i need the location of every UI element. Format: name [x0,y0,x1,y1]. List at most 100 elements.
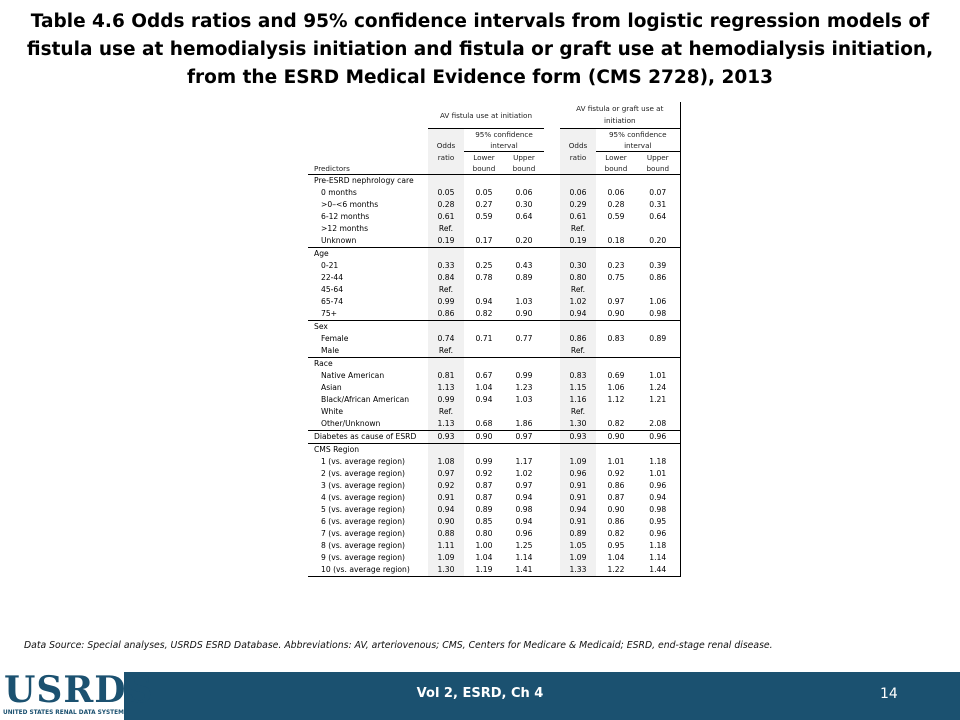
table-cell: 0.95 [607,541,625,550]
row-label: 1 (vs. average region) [321,457,405,466]
table-cell: 1.00 [475,541,493,550]
table-cell: 0.61 [560,211,596,223]
table-cell [504,174,544,187]
row-label: 22-44 [321,273,344,282]
table-cell: 0.80 [475,529,493,538]
table-cell: 0.06 [515,188,533,197]
table-cell: Ref. [428,345,464,358]
table-cell: 0.86 [636,272,681,284]
table-row: 10 (vs. average region) 1.30 1.19 1.41 1.33 1… [308,564,681,577]
row-label: 8 (vs. average region) [321,541,405,550]
table-cell: 1.04 [475,553,493,562]
table-row: White Ref. Ref. [308,406,681,418]
table-row: 6-12 months 0.61 0.59 0.64 0.61 0.59 0.64 [308,211,681,223]
page-title: Table 4.6 Odds ratios and 95% confidence… [26,11,934,88]
table-cell: 0.83 [607,334,625,343]
table-row: 6 (vs. average region) 0.90 0.85 0.94 0.91 0.… [308,516,681,528]
footer-bar [0,672,960,720]
table-cell [464,406,504,418]
usrds-logo-subtitle: UNITED STATES RENAL DATA SYSTEM [3,710,124,716]
row-label: 5 (vs. average region) [321,505,405,514]
table-cell: Ref. [560,345,596,358]
table-cell: 0.94 [515,517,533,526]
table-cell: 0.74 [428,333,464,345]
table-cell: 1.24 [636,382,681,394]
table-cell: 0.92 [607,469,625,478]
table-cell: 0.27 [475,200,493,209]
table-cell: 0.91 [560,516,596,528]
table-cell: 1.13 [428,382,464,394]
table-cell: 1.04 [607,553,625,562]
header-row-bounds2: Predictors bound bound bound bound [308,163,681,175]
table-cell [464,320,504,333]
footer-chapter-label: Vol 2, ESRD, Ch 4 [416,686,544,701]
table-cell: 0.96 [515,529,533,538]
table-cell: 0.90 [596,430,636,444]
table-cell: 0.82 [475,309,493,318]
table-cell: 1.09 [560,552,596,564]
table-row: Male Ref. Ref. [308,345,681,358]
table-cell: 0.64 [636,211,681,223]
table-cell: 0.86 [607,481,625,490]
table-cell: 1.22 [596,564,636,577]
odds-header-2: Odds [560,140,596,152]
table-cell: 0.84 [428,272,464,284]
table-cell: 0.07 [636,187,681,199]
row-label: 4 (vs. average region) [321,493,405,502]
row-label: 6 (vs. average region) [321,517,405,526]
table-cell [428,320,464,333]
row-label: 7 (vs. average region) [321,529,405,538]
table-cell [636,174,681,187]
row-label: Diabetes as cause of ESRD [308,430,428,444]
table-row: Sex [308,320,681,333]
table-cell [560,320,596,333]
ratio-header-2: ratio [560,151,596,163]
table-cell: 1.13 [428,418,464,431]
table-cell [636,247,681,260]
table-cell: 1.18 [636,456,681,468]
table-cell: 0.88 [428,528,464,540]
table-cell [504,357,544,370]
table-row: Native American 0.81 0.67 0.99 0.83 0.69 1.01 [308,370,681,382]
upper-header-1b: bound [512,164,536,173]
lower-header-2b: bound [604,164,628,173]
row-label: >12 months [321,224,369,233]
table-cell [636,406,681,418]
table-cell [636,443,681,456]
table-cell: 0.75 [607,273,625,282]
table-cell: 0.30 [560,260,596,272]
row-label: 10 (vs. average region) [308,564,428,577]
row-label: Asian [321,383,342,392]
table-cell: 1.14 [515,553,533,562]
row-label: Race [308,357,428,370]
row-label: Unknown [321,236,357,245]
table-cell: 0.91 [560,480,596,492]
table-row: 7 (vs. average region) 0.88 0.80 0.96 0.89 0.… [308,528,681,540]
table-cell: 0.94 [515,493,533,502]
table-cell: 0.94 [428,504,464,516]
table-cell: 0.05 [428,187,464,199]
table-row: 8 (vs. average region) 1.11 1.00 1.25 1.05 0.… [308,540,681,552]
table-cell: 1.01 [607,457,625,466]
table-cell: 0.31 [636,199,681,211]
table-cell: 1.02 [515,469,533,478]
table-cell: 0.33 [428,260,464,272]
table-cell: 0.39 [636,260,681,272]
table-cell: 0.67 [475,371,493,380]
table-cell [464,345,504,358]
table-cell [560,443,596,456]
table-cell [428,174,464,187]
table-cell: 0.97 [428,468,464,480]
table-cell: 0.06 [560,187,596,199]
lower-header-1b: bound [472,164,496,173]
table-cell: 0.89 [636,333,681,345]
odds-header-1: Odds [428,140,464,152]
header-row-bounds: ratio Lower Upper ratio Lower Upper [308,151,681,163]
odds-ratio-table-container: AV fistula use at initiation AV fistula … [308,102,681,577]
table-cell: 0.86 [428,308,464,321]
table-cell: 0.98 [636,308,681,321]
table-cell: 0.20 [636,235,681,248]
upper-header-1: Upper [513,153,535,162]
table-cell: 0.96 [636,528,681,540]
table-cell: 0.43 [515,261,533,270]
